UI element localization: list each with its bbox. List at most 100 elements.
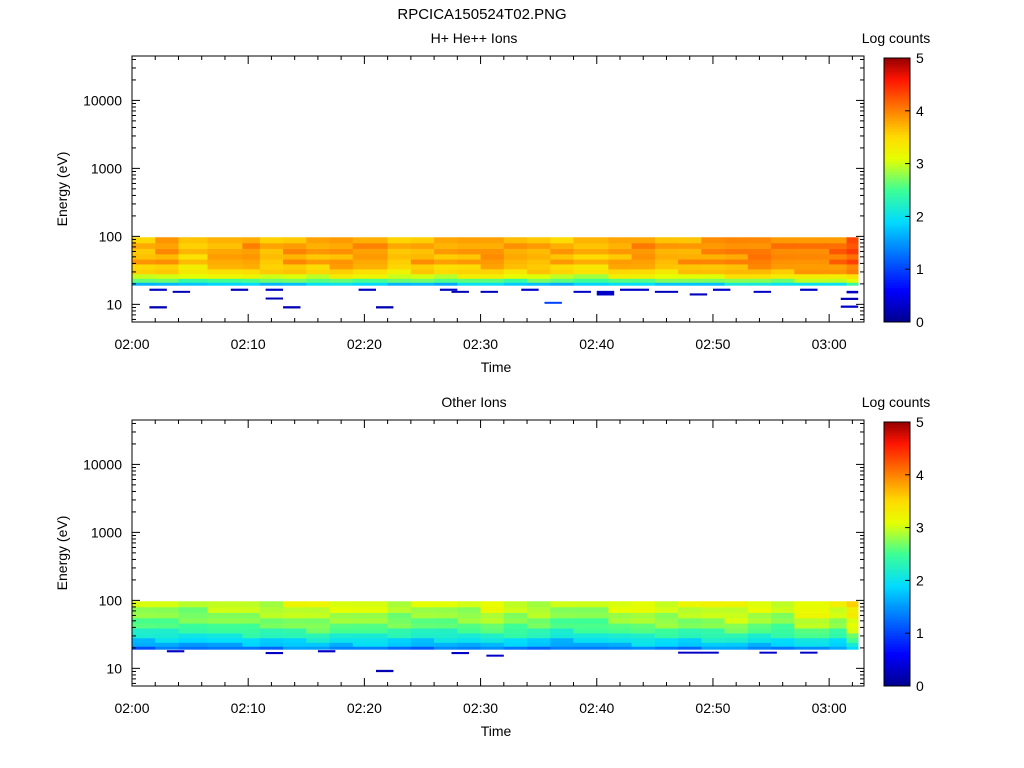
- heatmap-cell: [527, 612, 551, 619]
- heatmap-cell: [434, 264, 458, 270]
- heatmap-cell: [480, 254, 505, 260]
- heatmap-cell: [259, 637, 284, 643]
- heatmap-cell: [747, 259, 772, 265]
- heatmap-cell: [178, 646, 208, 650]
- y-tick-label: 100: [99, 228, 123, 244]
- heatmap-cell: [259, 278, 284, 283]
- colorbar-segment: [884, 266, 910, 270]
- heatmap-cell: [654, 646, 679, 650]
- heatmap-cell: [387, 642, 412, 647]
- heatmap-cell: [387, 259, 412, 265]
- heatmap-cell: [550, 282, 574, 286]
- heatmap-cell: [846, 606, 859, 613]
- heatmap-cell: [434, 618, 458, 624]
- colorbar-segment: [884, 137, 910, 141]
- colorbar-segment: [884, 232, 910, 236]
- colorbar-segment: [884, 63, 910, 67]
- colorbar-segment: [884, 190, 910, 194]
- heatmap-cell: [480, 633, 505, 639]
- y-axis-label: Energy (eV): [54, 152, 70, 227]
- heatmap-cell: [132, 237, 156, 244]
- sparse-point: [358, 288, 376, 291]
- heatmap-cell: [434, 628, 458, 634]
- heatmap-cell: [794, 646, 830, 650]
- heatmap-cell: [242, 278, 261, 283]
- heatmap-cell: [457, 612, 481, 619]
- heatmap-cell: [306, 628, 330, 634]
- heatmap-cell: [527, 264, 551, 270]
- colorbar-segment: [884, 105, 910, 109]
- colorbar-segment: [884, 179, 910, 183]
- heatmap-cell: [608, 628, 632, 634]
- heatmap-cell: [701, 259, 725, 265]
- heatmap-cell: [283, 269, 307, 275]
- heatmap-cell: [550, 248, 574, 255]
- heatmap-cell: [846, 254, 859, 260]
- colorbar-tick-label: 1: [916, 261, 924, 277]
- colorbar-segment: [884, 87, 910, 91]
- colorbar-segment: [884, 110, 910, 114]
- heatmap-cell: [132, 278, 156, 283]
- heatmap-cell: [178, 242, 208, 249]
- colorbar-segment: [884, 517, 910, 521]
- heatmap-cell: [352, 637, 388, 643]
- heatmap-cell: [352, 642, 388, 647]
- colorbar-segment: [884, 92, 910, 96]
- colorbar-segment: [884, 453, 910, 457]
- heatmap-cell: [724, 618, 749, 624]
- heatmap-cell: [178, 612, 208, 619]
- y-tick-label: 10: [106, 296, 122, 312]
- heatmap-cell: [550, 642, 574, 647]
- heatmap-cell: [306, 264, 330, 270]
- colorbar-segment: [884, 219, 910, 223]
- sparse-point: [759, 651, 777, 654]
- panel-title: Other Ions: [441, 394, 506, 410]
- heatmap-cell: [410, 606, 435, 613]
- heatmap-cell: [434, 612, 458, 619]
- heatmap-cell: [306, 601, 330, 608]
- colorbar-segment: [884, 501, 910, 505]
- heatmap-cell: [678, 259, 702, 265]
- heatmap-cell: [608, 618, 632, 624]
- colorbar-segment: [884, 643, 910, 647]
- heatmap-cell: [846, 237, 859, 244]
- heatmap-cell: [654, 282, 679, 286]
- colorbar-segment: [884, 258, 910, 262]
- colorbar-segment: [884, 572, 910, 576]
- heatmap-cell: [701, 278, 725, 283]
- heatmap-cell: [207, 248, 243, 255]
- heatmap-cell: [678, 612, 702, 619]
- heatmap-cell: [654, 637, 679, 643]
- colorbar-segment: [884, 248, 910, 252]
- heatmap-cell: [829, 248, 847, 255]
- colorbar-tick-label: 0: [916, 314, 924, 330]
- heatmap-cell: [829, 623, 847, 629]
- colorbar-segment: [884, 271, 910, 275]
- heatmap-cell: [283, 618, 307, 624]
- heatmap-cell: [457, 242, 481, 249]
- colorbar-segment: [884, 158, 910, 162]
- heatmap-cell: [631, 264, 656, 270]
- heatmap-cell: [701, 612, 725, 619]
- colorbar-segment: [884, 635, 910, 639]
- colorbar-segment: [884, 319, 910, 323]
- sparse-point: [149, 306, 167, 309]
- heatmap-cell: [155, 254, 179, 260]
- heatmap-cell: [132, 254, 156, 260]
- colorbar-segment: [884, 253, 910, 257]
- heatmap-cell: [503, 264, 528, 270]
- heatmap-cell: [573, 254, 609, 260]
- x-tick-label: 02:00: [114, 700, 149, 716]
- heatmap-cell: [503, 242, 528, 249]
- heatmap-cell: [259, 264, 284, 270]
- colorbar-segment: [884, 577, 910, 581]
- sparse-point: [265, 297, 284, 300]
- heatmap-cell: [434, 278, 458, 283]
- heatmap-cell: [724, 633, 749, 639]
- heatmap-cell: [771, 248, 795, 255]
- heatmap-cell: [724, 264, 749, 270]
- heatmap-cell: [846, 242, 859, 249]
- heatmap-cell: [155, 618, 179, 624]
- heatmap-cell: [387, 633, 412, 639]
- heatmap-cell: [527, 637, 551, 643]
